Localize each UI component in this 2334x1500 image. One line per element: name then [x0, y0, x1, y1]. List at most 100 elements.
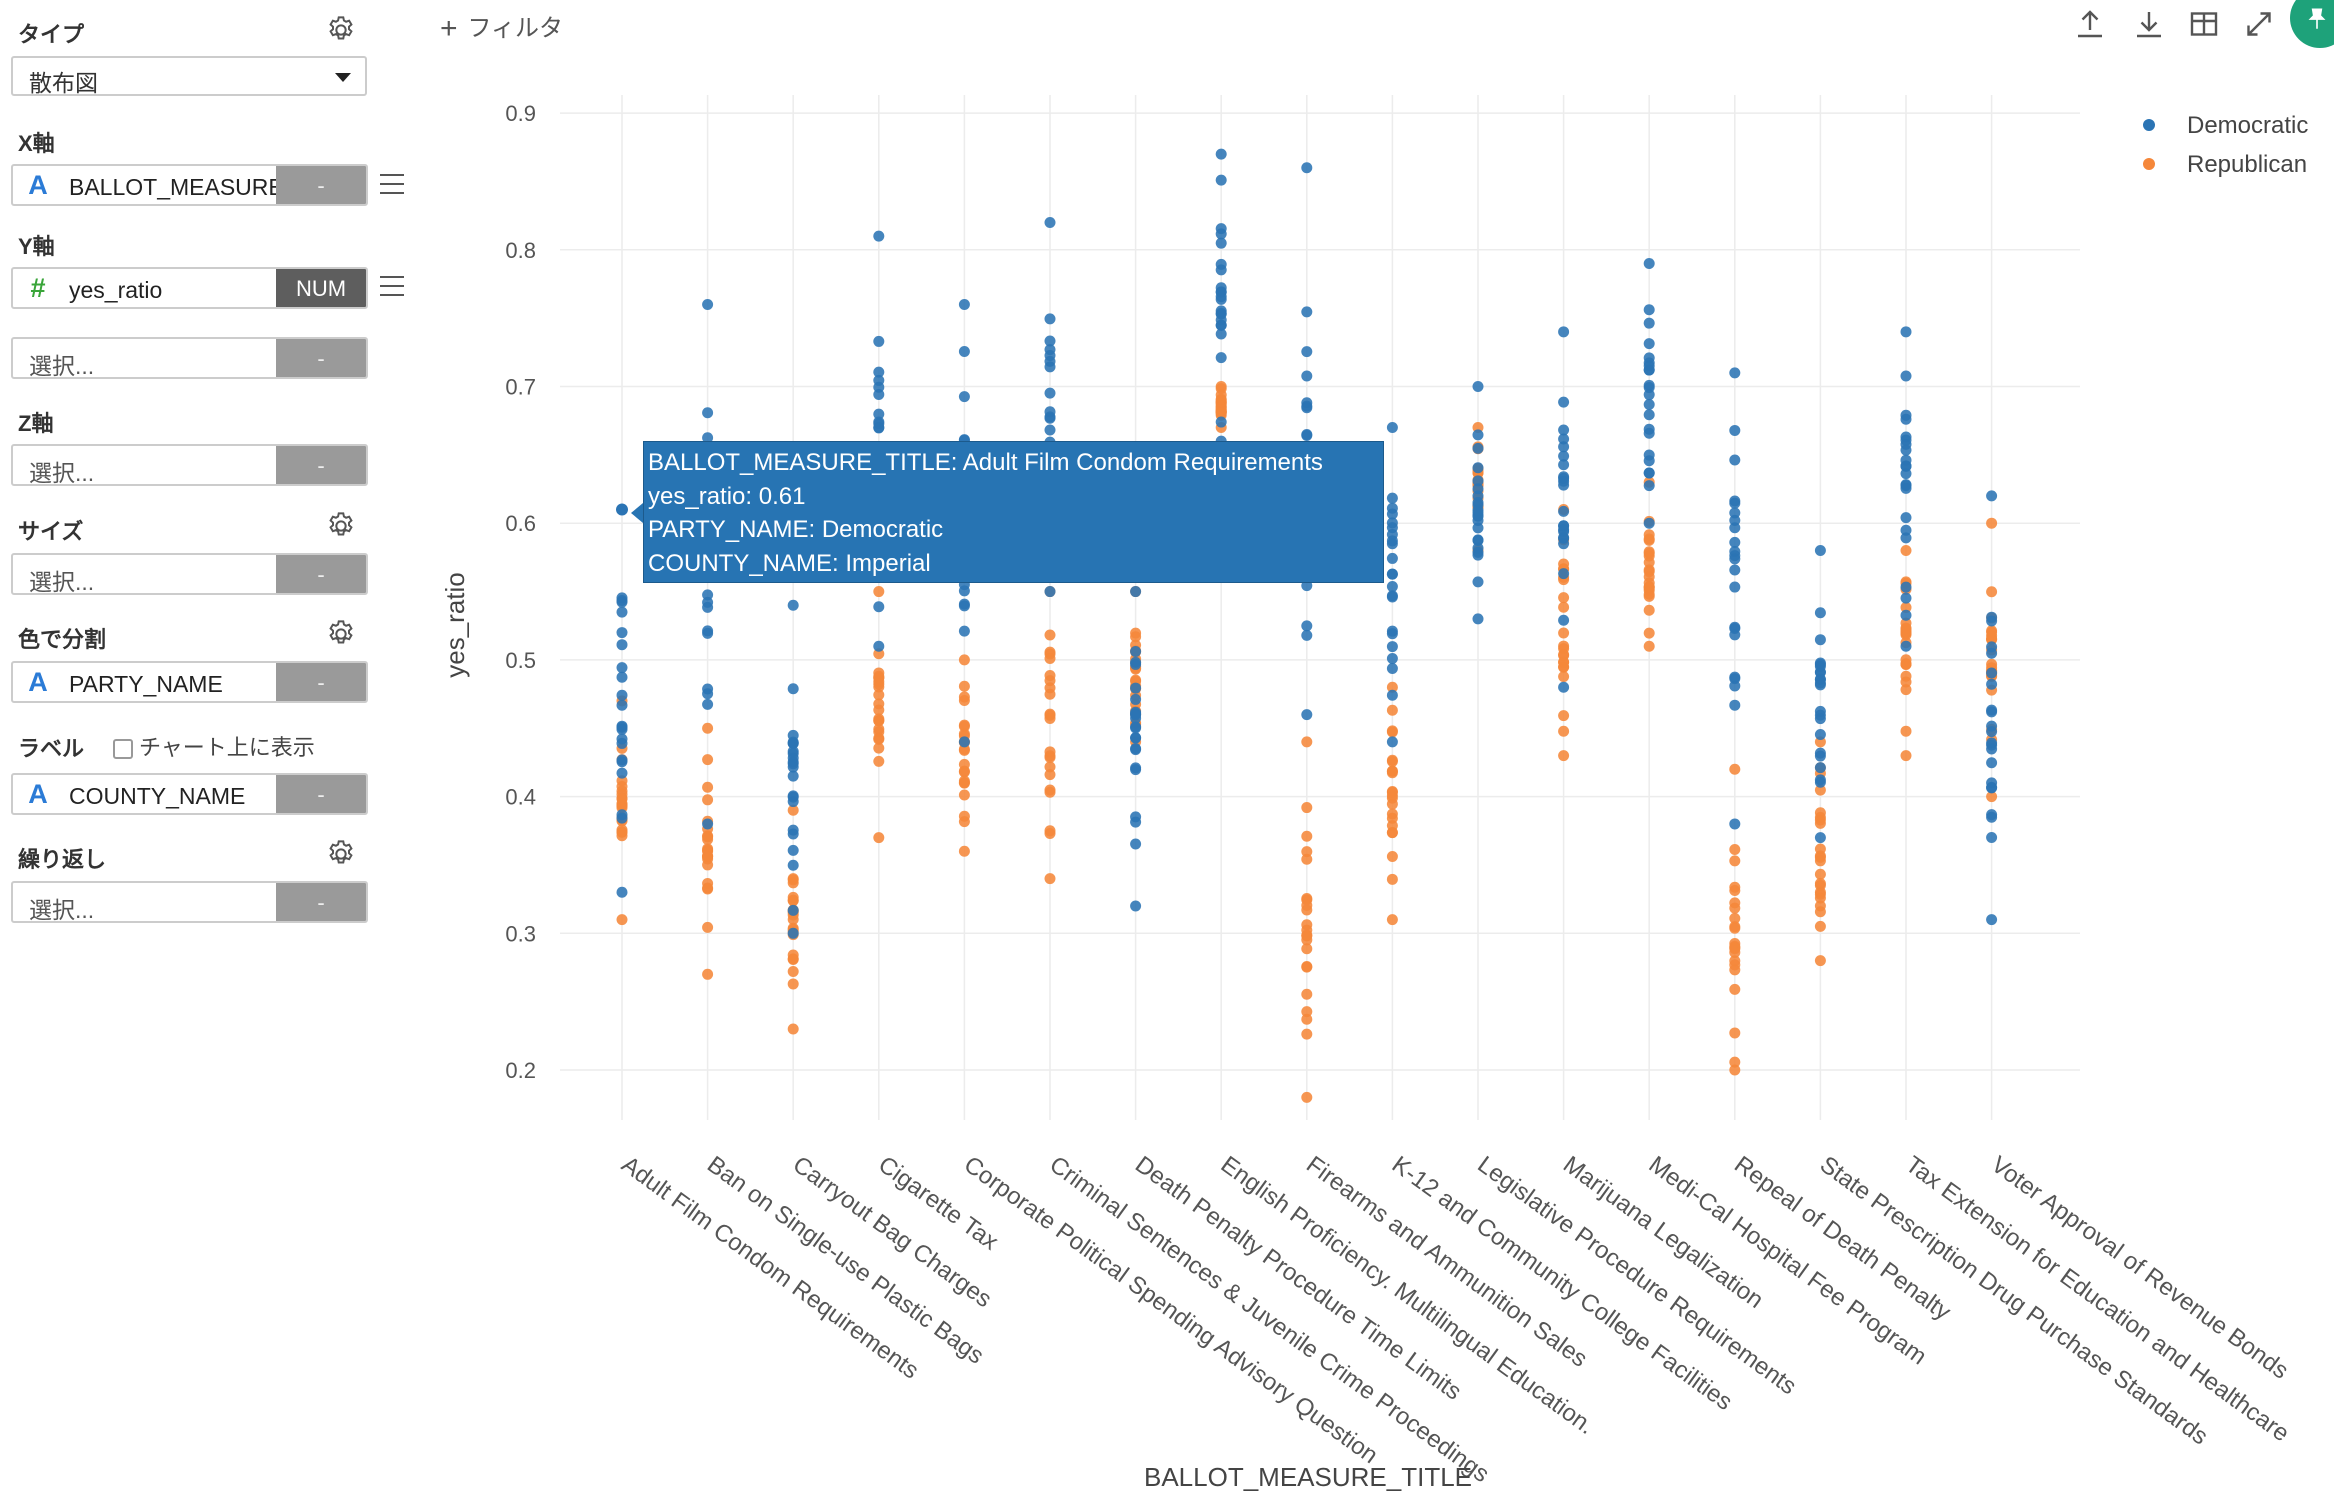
data-point [873, 742, 885, 754]
data-point [616, 886, 628, 898]
data-point [1386, 581, 1398, 593]
color-field[interactable]: A PARTY_NAME - [11, 661, 368, 703]
download-icon[interactable] [2131, 6, 2167, 42]
data-point [1386, 736, 1398, 748]
data-point [1900, 581, 1912, 593]
z-axis-label: Z軸 [18, 411, 54, 436]
data-point [1729, 902, 1741, 914]
data-point [1215, 389, 1227, 401]
data-point [1900, 676, 1912, 688]
y-tick-label: 0.3 [505, 921, 536, 946]
data-point [787, 904, 799, 916]
size-gear-icon[interactable] [325, 510, 357, 542]
expand-icon[interactable] [2241, 6, 2277, 42]
repeat-button[interactable]: - [276, 883, 366, 921]
data-point [1472, 462, 1484, 474]
data-point [1215, 174, 1227, 186]
type-gear-icon[interactable] [325, 14, 357, 46]
data-point [1558, 671, 1570, 683]
show-labels-checkbox[interactable] [113, 739, 133, 759]
size-field[interactable]: 選択... - [11, 553, 368, 595]
label-button[interactable]: - [276, 775, 366, 813]
data-point [1301, 961, 1313, 973]
data-point [1472, 504, 1484, 516]
y-axis-extra-field[interactable]: 選択... - [11, 337, 368, 379]
x-axis-field[interactable]: A BALLOT_MEASURE_TITLE - [11, 164, 368, 206]
color-button[interactable]: - [276, 663, 366, 701]
x-tick-label: State Prescription Drug Purchase Standar… [1815, 1151, 2213, 1450]
data-point [1558, 614, 1570, 626]
data-point [873, 601, 885, 613]
data-point [702, 754, 714, 766]
data-point [1643, 581, 1655, 593]
data-point [1301, 919, 1313, 931]
data-point [1814, 545, 1826, 557]
repeat-field[interactable]: 選択... - [11, 881, 368, 923]
repeat-gear-icon[interactable] [325, 838, 357, 870]
data-point [1729, 699, 1741, 711]
color-field-name: PARTY_NAME [69, 671, 223, 697]
data-point [958, 625, 970, 637]
x-axis-aggregate-button[interactable]: - [276, 166, 366, 204]
data-point [1558, 558, 1570, 570]
x-axis-menu-icon[interactable] [380, 174, 404, 196]
data-point [787, 683, 799, 695]
z-axis-field[interactable]: 選択... - [11, 444, 368, 486]
data-point [1044, 350, 1056, 362]
repeat-label: 繰り返し [18, 847, 107, 872]
data-point [1814, 634, 1826, 646]
data-point [787, 891, 799, 903]
data-point [1558, 640, 1570, 652]
data-point [1215, 258, 1227, 270]
data-point [1558, 472, 1570, 484]
show-labels-checkbox-wrap[interactable]: チャート上に表示 [113, 730, 315, 762]
data-point [1986, 611, 1998, 623]
chart-type-select[interactable]: 散布図 [11, 56, 367, 96]
string-type-icon: A [28, 779, 48, 809]
data-point [1729, 671, 1741, 683]
filter-label: フィルタ [467, 15, 564, 42]
data-point [1643, 627, 1655, 639]
data-point [787, 824, 799, 836]
label-field[interactable]: A COUNTY_NAME - [11, 773, 368, 815]
data-point [1814, 877, 1826, 889]
data-point [1729, 855, 1741, 867]
y-axis-field[interactable]: # yes_ratio NUM [11, 267, 368, 309]
data-point [873, 704, 885, 716]
y-axis-extra-button[interactable]: - [276, 339, 366, 377]
data-point [873, 422, 885, 434]
data-point [958, 845, 970, 857]
data-point [1044, 335, 1056, 347]
data-point [787, 844, 799, 856]
z-axis-button[interactable]: - [276, 446, 366, 484]
data-point [616, 780, 628, 792]
data-point [1900, 434, 1912, 446]
data-point [787, 978, 799, 990]
data-point [1558, 441, 1570, 453]
add-filter-button[interactable]: + フィルタ [440, 8, 563, 46]
data-point [1729, 680, 1741, 692]
data-point [1814, 888, 1826, 900]
size-button[interactable]: - [276, 555, 366, 593]
data-point [1814, 920, 1826, 932]
tooltip-line-yes-ratio: yes_ratio: 0.61 [648, 482, 806, 510]
data-point [1643, 480, 1655, 492]
data-point [1643, 352, 1655, 364]
y-axis-aggregate-button[interactable]: NUM [276, 269, 366, 307]
color-gear-icon[interactable] [325, 618, 357, 650]
data-point [1814, 784, 1826, 796]
table-icon[interactable] [2186, 6, 2222, 42]
data-point [1386, 422, 1398, 434]
data-point [787, 761, 799, 773]
data-point [616, 639, 628, 651]
data-point [873, 648, 885, 660]
data-point [1986, 757, 1998, 769]
data-point [1900, 482, 1912, 494]
data-point [1729, 367, 1741, 379]
data-point [1301, 943, 1313, 955]
data-point [1130, 709, 1142, 721]
upload-icon[interactable] [2072, 6, 2108, 42]
data-point [873, 366, 885, 378]
y-axis-menu-icon[interactable] [380, 276, 404, 298]
legend-label: Republican [2187, 151, 2307, 178]
